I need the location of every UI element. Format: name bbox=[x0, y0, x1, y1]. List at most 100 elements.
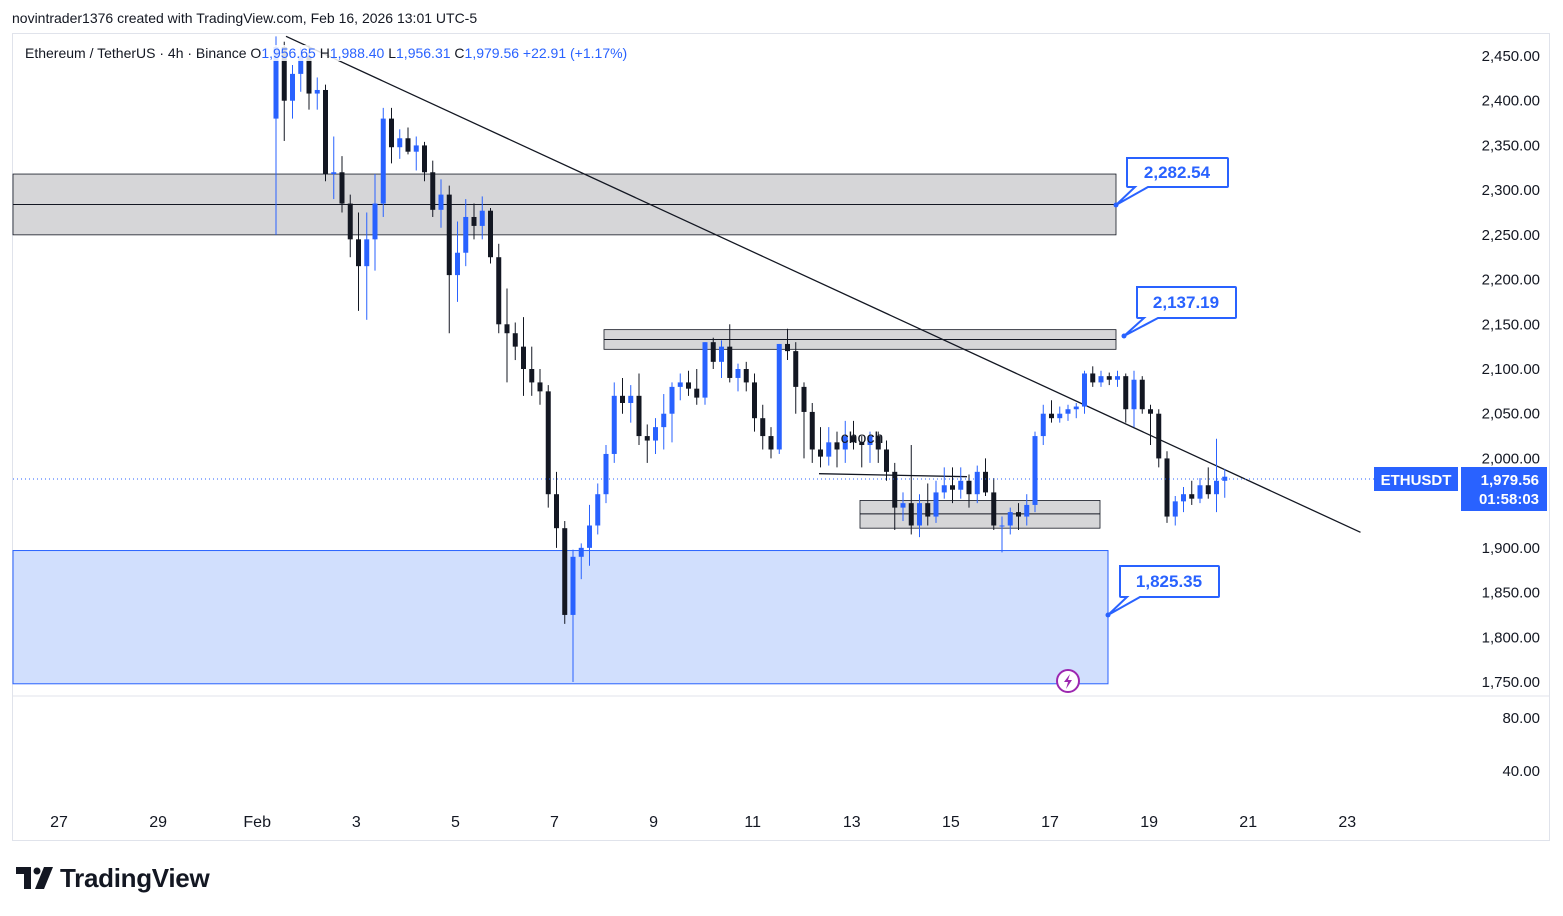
candle[interactable] bbox=[941, 467, 947, 499]
candle[interactable] bbox=[389, 107, 394, 164]
candle[interactable] bbox=[504, 288, 510, 383]
candle[interactable] bbox=[958, 467, 964, 499]
candle[interactable] bbox=[661, 394, 667, 450]
candle[interactable] bbox=[1214, 438, 1219, 513]
candle[interactable] bbox=[727, 324, 733, 383]
candle[interactable] bbox=[974, 465, 980, 504]
candle[interactable] bbox=[933, 480, 939, 523]
candle[interactable] bbox=[529, 346, 535, 396]
candle[interactable] bbox=[471, 203, 477, 240]
candle[interactable] bbox=[859, 436, 865, 468]
candle[interactable] bbox=[801, 382, 807, 459]
callout-1825[interactable]: 1,825.35 bbox=[1105, 565, 1220, 618]
candle[interactable] bbox=[1090, 366, 1096, 387]
candle[interactable] bbox=[570, 549, 576, 682]
candle[interactable] bbox=[991, 478, 997, 530]
candle[interactable] bbox=[785, 328, 790, 361]
candle[interactable] bbox=[875, 431, 881, 463]
candle[interactable] bbox=[364, 212, 370, 320]
candle[interactable] bbox=[677, 373, 683, 401]
candle[interactable] bbox=[438, 179, 444, 228]
candle[interactable] bbox=[422, 141, 427, 182]
candle[interactable] bbox=[809, 402, 815, 463]
candle[interactable] bbox=[1181, 487, 1186, 513]
candle[interactable] bbox=[290, 64, 295, 119]
candle[interactable] bbox=[479, 196, 485, 240]
candle[interactable] bbox=[512, 322, 518, 361]
candle[interactable] bbox=[1106, 372, 1112, 386]
candle[interactable] bbox=[1073, 402, 1079, 419]
candle[interactable] bbox=[1197, 478, 1203, 504]
candle[interactable] bbox=[686, 370, 691, 396]
candle[interactable] bbox=[611, 382, 617, 463]
candle[interactable] bbox=[455, 221, 460, 302]
candle[interactable] bbox=[1040, 404, 1046, 446]
candle[interactable] bbox=[537, 369, 543, 405]
candle[interactable] bbox=[851, 420, 856, 450]
lightning-bolt-icon[interactable] bbox=[1056, 669, 1080, 693]
trendline[interactable] bbox=[285, 35, 1361, 533]
candle[interactable] bbox=[793, 342, 799, 414]
candle[interactable] bbox=[776, 343, 782, 454]
candle[interactable] bbox=[1139, 376, 1145, 414]
candle[interactable] bbox=[669, 382, 675, 443]
candle[interactable] bbox=[900, 492, 906, 522]
candle[interactable] bbox=[1024, 494, 1030, 526]
candle[interactable] bbox=[1222, 469, 1228, 498]
candle[interactable] bbox=[1172, 495, 1178, 526]
candle[interactable] bbox=[743, 361, 749, 392]
candle[interactable] bbox=[1032, 431, 1038, 513]
callout-2137[interactable]: 2,137.19 bbox=[1121, 286, 1237, 339]
candle[interactable] bbox=[628, 385, 634, 423]
last-price-tag-box[interactable] bbox=[1461, 467, 1547, 511]
candle[interactable] bbox=[1049, 400, 1054, 423]
candle[interactable] bbox=[702, 342, 708, 405]
candle[interactable] bbox=[347, 194, 353, 258]
candle[interactable] bbox=[372, 174, 378, 271]
candle[interactable] bbox=[405, 127, 411, 155]
candle[interactable] bbox=[1164, 451, 1170, 523]
candle[interactable] bbox=[917, 494, 922, 538]
candle[interactable] bbox=[1007, 507, 1013, 535]
candle[interactable] bbox=[1016, 503, 1021, 530]
candle[interactable] bbox=[694, 369, 700, 405]
candle[interactable] bbox=[1082, 370, 1087, 414]
candle[interactable] bbox=[587, 504, 592, 566]
candle[interactable] bbox=[620, 377, 625, 414]
candle[interactable] bbox=[1156, 409, 1162, 468]
candle[interactable] bbox=[488, 208, 493, 264]
candle[interactable] bbox=[603, 445, 609, 504]
candle[interactable] bbox=[323, 84, 328, 182]
candle[interactable] bbox=[842, 420, 848, 463]
candle[interactable] bbox=[1123, 373, 1129, 423]
candle[interactable] bbox=[644, 424, 650, 463]
time-axis[interactable]: 27 29 Feb 3 5 7 9 11 13 15 17 19 21 23 bbox=[50, 814, 1356, 831]
candle[interactable] bbox=[578, 543, 584, 580]
candle[interactable] bbox=[339, 156, 345, 213]
symbol-legend[interactable]: Ethereum / TetherUS · 4h · Binance O1,95… bbox=[23, 45, 630, 61]
choch-label[interactable]: choch bbox=[841, 430, 884, 447]
candle[interactable] bbox=[380, 107, 386, 217]
candle[interactable] bbox=[867, 431, 873, 463]
candle[interactable] bbox=[908, 445, 914, 535]
candle[interactable] bbox=[719, 340, 724, 378]
candle[interactable] bbox=[397, 129, 403, 159]
candle[interactable] bbox=[1131, 370, 1137, 428]
candle[interactable] bbox=[1057, 406, 1063, 423]
candle[interactable] bbox=[760, 404, 766, 450]
candle[interactable] bbox=[521, 317, 526, 396]
candle[interactable] bbox=[496, 243, 502, 334]
candle[interactable] bbox=[331, 136, 337, 200]
callout-2282[interactable]: 2,282.54 bbox=[1113, 157, 1229, 208]
demand-zone[interactable] bbox=[12, 550, 1109, 685]
candle[interactable] bbox=[636, 373, 642, 446]
candle[interactable] bbox=[710, 337, 716, 369]
candle[interactable] bbox=[1189, 480, 1195, 505]
candle[interactable] bbox=[430, 160, 436, 217]
candle[interactable] bbox=[768, 427, 774, 459]
candle[interactable] bbox=[983, 458, 988, 496]
candle[interactable] bbox=[562, 521, 568, 624]
footer-brand[interactable]: TradingView bbox=[16, 862, 210, 894]
candle[interactable] bbox=[925, 483, 931, 526]
